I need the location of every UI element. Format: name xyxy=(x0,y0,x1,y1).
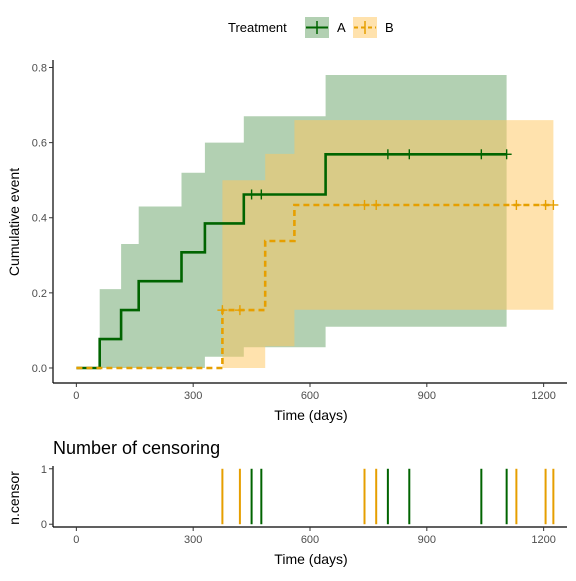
legend-key-b xyxy=(353,17,377,38)
censor-mark-a xyxy=(501,149,512,160)
censoring-x-tick-label: 900 xyxy=(418,534,436,546)
main-panel: 0 300 600 900 1200 0.0 0.2 0.4 0.6 0.8 Time (days… xyxy=(6,60,567,423)
censor-mark-b xyxy=(511,199,522,210)
main-x-tick-label: 600 xyxy=(301,390,319,402)
censoring-x-tick-label: 600 xyxy=(301,534,319,546)
main-x-tick-label: 900 xyxy=(418,390,436,402)
censor-mark-b xyxy=(234,305,245,316)
main-y-tick-label: 0.2 xyxy=(32,288,47,300)
censor-mark-a xyxy=(404,149,415,160)
main-y-tick-label: 0.8 xyxy=(32,63,47,75)
censoring-bars xyxy=(221,468,555,525)
legend-label-b: B xyxy=(385,20,394,35)
censor-mark-b xyxy=(217,305,228,316)
main-x-tick-label: 0 xyxy=(73,390,79,402)
step-line-b xyxy=(76,203,554,370)
censor-mark-a xyxy=(382,149,393,160)
censor-mark-a xyxy=(246,189,257,200)
main-x-axis-title: Time (days) xyxy=(274,407,347,423)
censoring-y-tick-label: 1 xyxy=(41,464,47,476)
censoring-x-axis-title: Time (days) xyxy=(274,551,347,567)
legend-label-a: A xyxy=(337,20,346,35)
legend-key-a xyxy=(305,17,329,38)
step-lines xyxy=(76,153,554,370)
censoring-y-axis-title: n.censor xyxy=(6,471,22,525)
censoring-panel: Number of censoring 0 300 600 900 1200 0 1 Tim… xyxy=(6,438,567,567)
censoring-x-tick-label: 1200 xyxy=(531,534,555,546)
censoring-panel-title: Number of censoring xyxy=(53,438,220,458)
censoring-x-tick-label: 0 xyxy=(73,534,79,546)
censoring-x-tick-label: 300 xyxy=(184,534,202,546)
censor-mark-b xyxy=(371,199,382,210)
censor-mark-b xyxy=(359,199,370,210)
step-line-a xyxy=(76,153,507,370)
censor-mark-a xyxy=(476,149,487,160)
censor-mark-a xyxy=(256,189,267,200)
main-y-axis-title: Cumulative event xyxy=(6,168,22,276)
main-x-tick-label: 1200 xyxy=(531,390,555,402)
main-y-tick-label: 0.0 xyxy=(32,363,47,375)
ci-band-b xyxy=(76,120,554,368)
ci-bands xyxy=(76,75,554,368)
legend: Treatment A B xyxy=(228,17,394,38)
legend-title: Treatment xyxy=(228,20,287,35)
main-x-tick-label: 300 xyxy=(184,390,202,402)
censor-mark-b xyxy=(548,199,559,210)
censoring-y-tick-label: 0 xyxy=(41,519,47,531)
censor-marks xyxy=(217,149,559,316)
main-y-tick-label: 0.4 xyxy=(32,213,47,225)
main-y-tick-label: 0.6 xyxy=(32,138,47,150)
censoring-axes: 0 300 600 900 1200 0 1 xyxy=(41,464,567,546)
main-axes: 0 300 600 900 1200 0.0 0.2 0.4 0.6 0.8 xyxy=(32,60,567,402)
